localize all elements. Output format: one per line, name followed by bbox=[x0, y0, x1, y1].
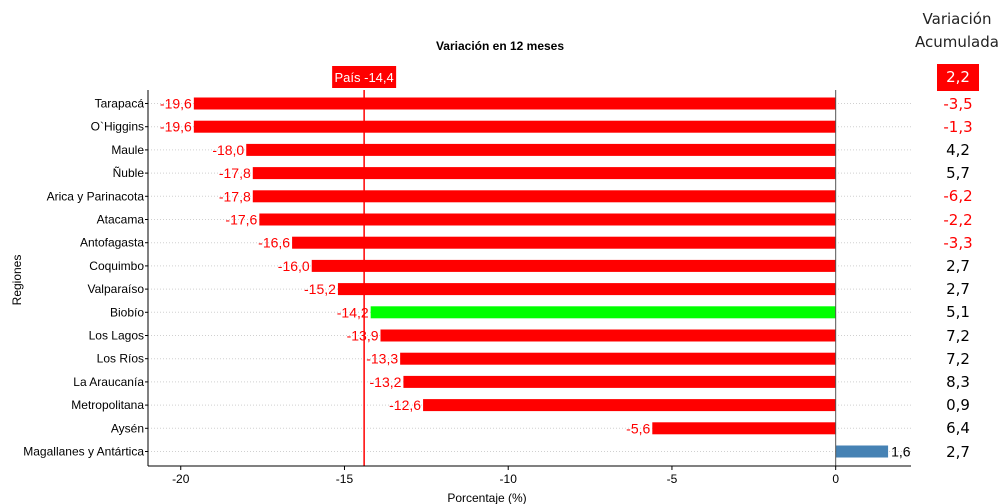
bar-value-label: -17,8 bbox=[219, 165, 251, 181]
bar bbox=[252, 167, 836, 180]
y-tick-label: Antofagasta bbox=[80, 236, 144, 250]
y-tick-label: Coquimbo bbox=[89, 259, 144, 273]
bar-value-label: -17,8 bbox=[219, 188, 251, 204]
x-tick-label: 0 bbox=[832, 472, 839, 486]
reference-label: País -14,4 bbox=[334, 70, 393, 85]
y-tick-label: Maule bbox=[111, 143, 144, 157]
bar bbox=[835, 445, 889, 458]
y-tick-label: Magallanes y Antártica bbox=[23, 445, 144, 459]
x-tick-label: -5 bbox=[667, 472, 678, 486]
bar bbox=[259, 213, 836, 226]
y-tick-labels: Tarapacá O`Higgins Maule Ñuble Arica y Parin… bbox=[23, 97, 148, 459]
bar-value-label: -18,0 bbox=[212, 142, 244, 158]
accumulated-value: -1,3 bbox=[943, 117, 973, 136]
bars bbox=[193, 97, 889, 458]
bar bbox=[403, 375, 836, 388]
bar-value-label: -17,6 bbox=[225, 212, 257, 228]
side-panel-title-line1: Variación bbox=[922, 10, 992, 28]
bar bbox=[652, 422, 836, 435]
y-tick-label: Tarapacá bbox=[95, 97, 145, 111]
x-tick-label: -20 bbox=[172, 472, 190, 486]
accumulated-value: 8,3 bbox=[946, 372, 970, 391]
bar bbox=[252, 190, 836, 203]
bar-value-label: -13,9 bbox=[347, 328, 379, 344]
y-tick-label: O`Higgins bbox=[91, 120, 144, 134]
reference-label-box bbox=[332, 66, 397, 88]
bar-value-label: -16,6 bbox=[258, 235, 290, 251]
bar bbox=[400, 352, 836, 365]
y-tick-label: Aysén bbox=[111, 421, 144, 435]
bar bbox=[193, 97, 836, 110]
side-panel-title-line2: Acumulada bbox=[915, 33, 999, 51]
y-tick-label: Los Lagos bbox=[89, 329, 144, 343]
bar-value-label: -19,6 bbox=[160, 96, 192, 112]
y-tick-label: Atacama bbox=[97, 213, 145, 227]
x-tick-labels: -20 -15 -10 -5 0 bbox=[172, 466, 839, 486]
bar-value-label: -5,6 bbox=[626, 420, 650, 436]
bar bbox=[292, 236, 836, 249]
accumulated-value: 4,2 bbox=[946, 140, 970, 159]
chart-title: Variación en 12 meses bbox=[436, 39, 564, 53]
x-axis-label: Porcentaje (%) bbox=[447, 491, 526, 504]
bar bbox=[380, 329, 836, 342]
x-tick-label: -10 bbox=[500, 472, 518, 486]
accumulated-value: 5,7 bbox=[946, 164, 970, 183]
y-tick-label: Valparaíso bbox=[88, 282, 145, 296]
bar-value-label: -15,2 bbox=[304, 281, 336, 297]
accumulated-value: 2,7 bbox=[946, 442, 970, 461]
bar bbox=[193, 120, 836, 133]
bar bbox=[370, 306, 836, 319]
y-tick-label: Ñuble bbox=[113, 166, 145, 180]
y-axis-label: Regiones bbox=[10, 255, 24, 306]
country-accumulated-value: 2,2 bbox=[937, 64, 979, 91]
bar-value-label: -12,6 bbox=[389, 397, 421, 413]
accumulated-value: -2,2 bbox=[943, 210, 973, 229]
accumulated-value: -6,2 bbox=[943, 187, 973, 206]
accumulated-value: 0,9 bbox=[946, 396, 970, 415]
bar-value-label: -13,3 bbox=[366, 351, 398, 367]
bar bbox=[311, 259, 836, 272]
accumulated-value: 7,2 bbox=[946, 326, 970, 345]
bar-value-label: -16,0 bbox=[278, 258, 310, 274]
bar-value-label: -14,2 bbox=[337, 304, 369, 320]
bar bbox=[423, 399, 836, 412]
y-tick-label: Arica y Parinacota bbox=[47, 189, 145, 203]
accumulated-value: 2,7 bbox=[946, 256, 970, 275]
bar-value-label: 1,6 bbox=[891, 444, 911, 460]
bar bbox=[337, 283, 836, 296]
accumulated-value: 7,2 bbox=[946, 349, 970, 368]
bar-value-label: -19,6 bbox=[160, 119, 192, 135]
value-labels: -19,6 -19,6 -18,0 -17,8 -17,8 -17,6-16,6 -16,0… bbox=[160, 96, 911, 460]
bar-value-label: -13,2 bbox=[370, 374, 402, 390]
accumulated-value: 6,4 bbox=[946, 419, 970, 438]
accumulated-value: -3,3 bbox=[943, 233, 973, 252]
accumulated-value: 2,7 bbox=[946, 280, 970, 299]
accumulated-value: -3,5 bbox=[943, 94, 973, 113]
x-tick-label: -15 bbox=[336, 472, 354, 486]
bar bbox=[246, 143, 836, 156]
y-tick-label: Los Ríos bbox=[97, 352, 144, 366]
y-tick-label: Metropolitana bbox=[71, 398, 144, 412]
y-tick-label: La Araucanía bbox=[73, 375, 144, 389]
y-tick-label: Biobío bbox=[110, 305, 144, 319]
accumulated-value: 5,1 bbox=[946, 303, 970, 322]
